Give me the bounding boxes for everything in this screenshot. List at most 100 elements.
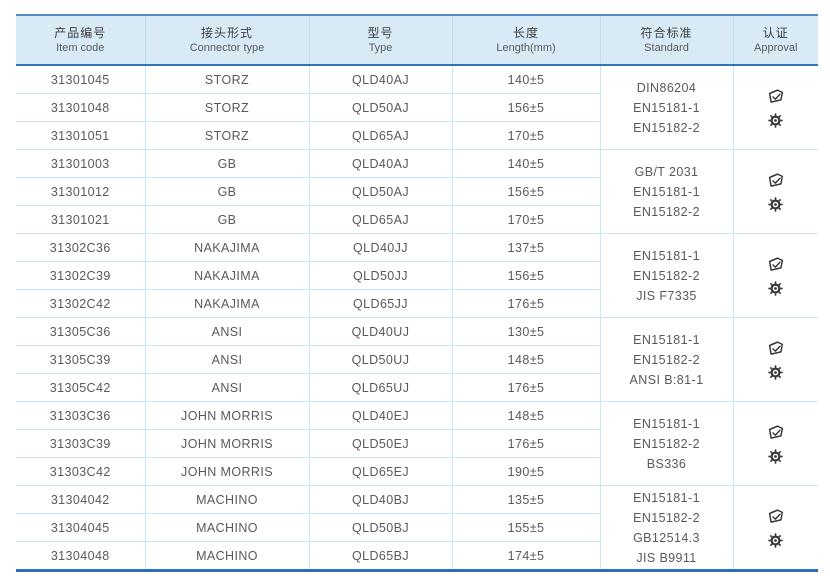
standard-line: JIS F7335: [636, 288, 697, 303]
table-row: 31301048 STORZ QLD50AJ 156±5: [16, 93, 818, 122]
standard-line: EN15181-1: [633, 490, 700, 505]
header-standard: 符合标准 Standard: [599, 14, 733, 66]
table-row: 31305C36 ANSI QLD40UJ 130±5 EN15181-1 EN15182…: [16, 317, 818, 402]
cell-type: QLD65EJ: [308, 457, 452, 486]
cell-standards: DIN86204 EN15181-1 EN15182-2: [599, 65, 733, 150]
cell-item-code: 31301012: [16, 177, 145, 206]
cell-length: 170±5: [451, 205, 600, 234]
cell-approval: [732, 149, 818, 234]
standard-line: EN15181-1: [633, 416, 700, 431]
cell-approval: [732, 233, 818, 318]
certification-seal-icon: [768, 196, 783, 212]
cell-standards: EN15181-1 EN15182-2 JIS F7335: [599, 233, 733, 318]
cell-connector-type: NAKAJIMA: [144, 289, 309, 318]
header-type-zh: 型号: [367, 26, 394, 40]
cell-item-code: 31301045: [16, 65, 145, 94]
cell-item-code: 31301051: [16, 121, 145, 150]
certification-seal-icon: [768, 112, 783, 128]
cell-connector-type: ANSI: [144, 373, 309, 402]
cell-item-code: 31304045: [16, 513, 145, 542]
cell-item-code: 31303C42: [16, 457, 145, 486]
table-row: 31303C39 JOHN MORRIS QLD50EJ 176±5: [16, 429, 818, 458]
cell-length: 176±5: [451, 289, 600, 318]
table-row: 31305C42 ANSI QLD65UJ 176±5: [16, 373, 818, 402]
cell-length: 137±5: [451, 233, 600, 262]
certification-seal-icon: [768, 280, 783, 296]
cell-type: QLD50EJ: [308, 429, 452, 458]
header-connector-type-en: Connector type: [189, 42, 265, 54]
cell-type: QLD50BJ: [308, 513, 452, 542]
standard-line: EN15181-1: [633, 184, 700, 199]
table-row: 31302C36 NAKAJIMA QLD40JJ 137±5 EN15181-1 EN1…: [16, 233, 818, 318]
table-row: 31301051 STORZ QLD65AJ 170±5: [16, 121, 818, 150]
table-row: 31304042 MACHINO QLD40BJ 135±5 EN15181-1 EN15…: [16, 485, 818, 571]
cell-length: 190±5: [451, 457, 600, 486]
cell-type: QLD50AJ: [308, 177, 452, 206]
header-length-en: Length(mm): [496, 42, 556, 54]
certificate-stamp-icon: [768, 424, 783, 439]
header-item-code-zh: 产品编号: [54, 26, 107, 40]
standard-line: EN15182-2: [633, 436, 700, 451]
standard-line: GB/T 2031: [634, 164, 699, 179]
table-row: 31302C39 NAKAJIMA QLD50JJ 156±5: [16, 261, 818, 290]
header-type-en: Type: [368, 42, 393, 54]
cell-item-code: 31304048: [50, 548, 110, 563]
cell-length: 174±5: [451, 541, 600, 571]
standard-line: EN15181-1: [633, 248, 700, 263]
cell-type: QLD65AJ: [308, 205, 452, 234]
standard-line: EN15181-1: [633, 100, 700, 115]
cell-length: 156±5: [451, 261, 600, 290]
cell-type: QLD65BJ: [308, 541, 452, 571]
cell-item-code: 31302C36: [16, 233, 145, 262]
cell-type: QLD40BJ: [308, 485, 452, 514]
cell-length: 176±5: [451, 373, 600, 402]
product-table: 产品编号 Item code 接头形式 Connector type 型号 Ty…: [16, 14, 818, 572]
cell-connector-type: STORZ: [144, 93, 309, 122]
cell-length: 140±5: [451, 149, 600, 178]
header-length: 长度 Length(mm): [451, 14, 600, 66]
cell-length: 155±5: [451, 513, 600, 542]
certificate-stamp-icon: [768, 172, 783, 187]
cell-connector-type: JOHN MORRIS: [144, 457, 309, 486]
standard-line: EN15182-2: [633, 120, 700, 135]
cell-approval: [732, 485, 818, 571]
standard-line: ANSI B:81-1: [629, 372, 704, 387]
table-row: 31301003 GB QLD40AJ 140±5 GB/T 2031 EN15181-1…: [16, 149, 818, 234]
table-row: 31301045 STORZ QLD40AJ 140±5 DIN86204 EN15181…: [16, 65, 818, 150]
cell-standards: EN15181-1 EN15182-2 BS336: [599, 401, 733, 486]
table-body: 31301045 STORZ QLD40AJ 140±5 DIN86204 EN15181…: [16, 65, 818, 571]
standard-line: EN15182-2: [633, 268, 700, 283]
cell-connector-type: ANSI: [144, 317, 309, 346]
header-item-code: 产品编号 Item code: [16, 14, 145, 66]
cell-length: 148±5: [451, 401, 600, 430]
table-header: 产品编号 Item code 接头形式 Connector type 型号 Ty…: [16, 14, 818, 66]
cell-item-code: 31305C36: [16, 317, 145, 346]
table-row: 31304048 MACHINO QLD65BJ 174±5: [16, 541, 818, 571]
table-row: 31302C42 NAKAJIMA QLD65JJ 176±5: [16, 289, 818, 318]
cell-connector-type: MACHINO: [144, 485, 309, 514]
cell-type: QLD40AJ: [308, 149, 452, 178]
cell-approval: [732, 65, 818, 150]
cell-length: 140±5: [451, 65, 600, 94]
cell-standards: GB/T 2031 EN15181-1 EN15182-2: [599, 149, 733, 234]
cell-item-code: 31301003: [16, 149, 145, 178]
cell-connector-type: NAKAJIMA: [144, 233, 309, 262]
table-row: 31303C42 JOHN MORRIS QLD65EJ 190±5: [16, 457, 818, 486]
header-approval-zh: 认证: [762, 26, 789, 40]
cell-type: QLD50UJ: [308, 345, 452, 374]
cell-item-code: 31301048: [16, 93, 145, 122]
certificate-stamp-icon: [768, 88, 783, 103]
table-row: 31304045 MACHINO QLD50BJ 155±5: [16, 513, 818, 542]
cell-item-code: 31301021: [16, 205, 145, 234]
cell-standards: EN15181-1 EN15182-2 ANSI B:81-1: [599, 317, 733, 402]
cell-item-code: 31304042: [16, 485, 145, 514]
cell-item-code: 31303C36: [16, 401, 145, 430]
cell-length: 170±5: [451, 121, 600, 150]
certification-seal-icon: [768, 364, 783, 380]
cell-connector-type: STORZ: [144, 121, 309, 150]
header-type: 型号 Type: [308, 14, 452, 66]
table-row: 31301021 GB QLD65AJ 170±5: [16, 205, 818, 234]
cell-type: QLD40EJ: [308, 401, 452, 430]
header-approval-en: Approval: [754, 42, 798, 54]
cell-type: QLD65JJ: [308, 289, 452, 318]
